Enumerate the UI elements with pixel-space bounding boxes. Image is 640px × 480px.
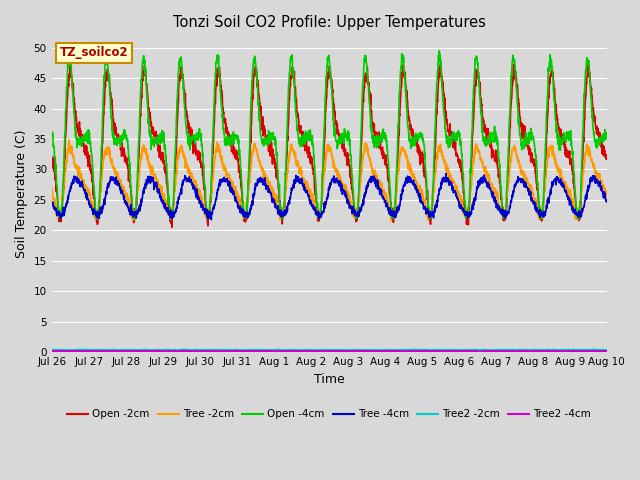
- Title: Tonzi Soil CO2 Profile: Upper Temperatures: Tonzi Soil CO2 Profile: Upper Temperatur…: [173, 15, 486, 30]
- Y-axis label: Soil Temperature (C): Soil Temperature (C): [15, 130, 28, 258]
- Legend: Open -2cm, Tree -2cm, Open -4cm, Tree -4cm, Tree2 -2cm, Tree2 -4cm: Open -2cm, Tree -2cm, Open -4cm, Tree -4…: [63, 405, 595, 423]
- Text: TZ_soilco2: TZ_soilco2: [60, 47, 129, 60]
- X-axis label: Time: Time: [314, 373, 344, 386]
